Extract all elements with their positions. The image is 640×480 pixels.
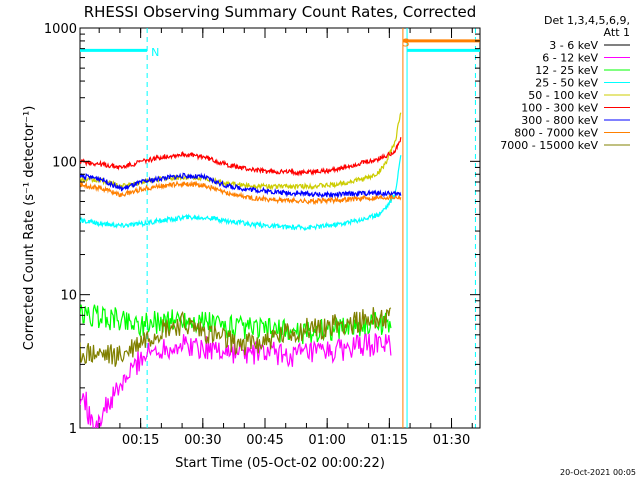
x-tick-label: 01:15 — [371, 433, 408, 448]
plot-frame — [79, 27, 481, 429]
legend-entry-label-5: 100 - 300 keV — [521, 102, 598, 115]
series-line-7 — [80, 180, 402, 206]
series-layer — [80, 112, 402, 428]
x-tick-label: 01:30 — [433, 433, 470, 448]
series-line-3 — [80, 155, 402, 231]
y-axis-label: Corrected Count Rate (s⁻¹ detector⁻¹) — [22, 106, 37, 351]
legend-entry-label-8: 7000 - 15000 keV — [500, 139, 598, 152]
series-line-5 — [80, 137, 402, 177]
chart-title: RHESSI Observing Summary Count Rates, Co… — [84, 3, 477, 21]
annotation-label-1: S — [402, 36, 409, 49]
legend-header-0: Det 1,3,4,5,6,9, — [544, 14, 630, 27]
y-tick-label: 1000 — [44, 22, 77, 37]
x-tick-label: 00:30 — [184, 433, 221, 448]
y-tick-label: 1 — [69, 422, 77, 437]
legend-entry-label-6: 300 - 800 keV — [521, 114, 598, 127]
legend-header-1: Att 1 — [604, 26, 630, 39]
axes-layer: 00:15 00:30 00:45 01:00 01:15 01:30 1 10 100 1000 — [44, 22, 480, 448]
y-tick-label: 100 — [52, 155, 77, 170]
series-line-8 — [80, 307, 392, 367]
footer-timestamp: 20-Oct-2021 00:05 — [560, 468, 636, 477]
x-axis-label: Start Time (05-Oct-02 00:00:22) — [175, 456, 385, 471]
y-tick-label: 10 — [60, 289, 77, 304]
annotation-layer: NS — [151, 36, 409, 59]
x-tick-label: 01:00 — [308, 433, 345, 448]
legend-entry-label-3: 25 - 50 keV — [535, 77, 598, 90]
x-tick-label: 00:15 — [122, 433, 159, 448]
x-tick-label: 00:45 — [246, 433, 283, 448]
series-line-2 — [80, 304, 392, 345]
legend-entry-label-0: 3 - 6 keV — [549, 39, 598, 52]
legend-entry-label-2: 12 - 25 keV — [535, 64, 598, 77]
annotation-label-0: N — [151, 46, 159, 59]
legend-entry-label-4: 50 - 100 keV — [528, 89, 598, 102]
series-line-6 — [80, 172, 402, 199]
legend-entry-label-7: 800 - 7000 keV — [514, 127, 598, 140]
series-line-4 — [80, 112, 402, 191]
legend-entry-label-1: 6 - 12 keV — [542, 52, 598, 65]
marker-layer — [80, 28, 480, 428]
